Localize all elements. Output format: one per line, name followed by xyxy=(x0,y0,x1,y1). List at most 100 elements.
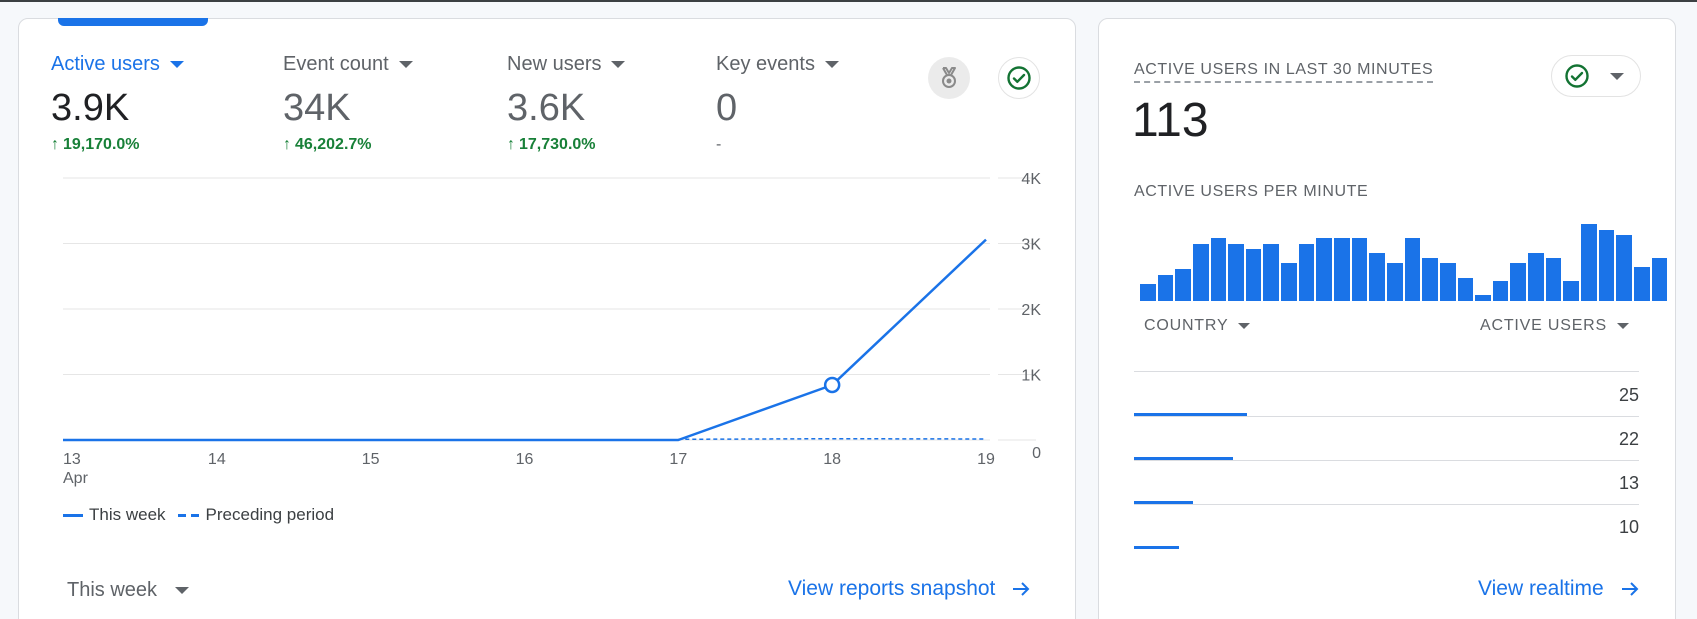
link-label: View realtime xyxy=(1478,577,1604,600)
metric-label[interactable]: New users xyxy=(507,53,626,76)
series-line-this-week xyxy=(63,238,987,442)
users-share-bar xyxy=(1134,546,1180,549)
x-tick-label: 15 xyxy=(362,451,380,468)
table-row[interactable]: 22 xyxy=(1134,417,1639,461)
date-range-select[interactable]: This week xyxy=(67,579,190,602)
active-users-per-minute-chart xyxy=(1140,224,1668,301)
metric-event-count[interactable]: Event count 34K ↑ 46,202.7% xyxy=(283,53,413,154)
metric-label[interactable]: Active users xyxy=(51,53,184,76)
x-tick-sublabel: Apr xyxy=(63,470,89,487)
x-tick-label: 13 xyxy=(63,451,81,468)
caret-down-icon xyxy=(1238,323,1251,329)
minute-bar[interactable] xyxy=(1386,262,1403,301)
minute-bar[interactable] xyxy=(1475,294,1491,301)
header-label: ACTIVE USERS xyxy=(1480,317,1607,334)
minute-bar[interactable] xyxy=(1281,262,1297,301)
active-users-column-header[interactable]: ACTIVE USERS xyxy=(1480,317,1629,335)
minute-bar[interactable] xyxy=(1157,274,1174,301)
highlight-point xyxy=(823,376,841,394)
minute-bar[interactable] xyxy=(1404,237,1421,301)
metric-value: 34K xyxy=(283,87,351,129)
minute-bar[interactable] xyxy=(1633,267,1650,301)
minute-bar[interactable] xyxy=(1492,280,1509,301)
minute-bar[interactable] xyxy=(1545,257,1562,301)
view-reports-snapshot-link[interactable]: View reports snapshot xyxy=(788,577,1031,601)
arrow-right-icon xyxy=(1013,582,1030,596)
minute-bar[interactable] xyxy=(1598,230,1615,301)
minute-bar[interactable] xyxy=(1422,257,1438,301)
minute-bar[interactable] xyxy=(1439,262,1456,301)
table-row[interactable]: 25 xyxy=(1134,373,1639,417)
metric-label[interactable]: Event count xyxy=(283,53,413,76)
table-row[interactable]: 13 xyxy=(1134,461,1639,505)
metric-change: - xyxy=(716,136,839,154)
arrow-up-icon: ↑ xyxy=(507,136,515,153)
minute-bar[interactable] xyxy=(1334,237,1350,301)
minute-bar[interactable] xyxy=(1510,262,1527,301)
insights-button[interactable] xyxy=(928,57,970,99)
country-column-header[interactable]: COUNTRY xyxy=(1144,317,1251,335)
y-tick-label: 2K xyxy=(1021,302,1041,319)
caret-down-icon xyxy=(175,587,190,594)
users-cell: 10 xyxy=(1618,517,1639,537)
metric-label[interactable]: Key events xyxy=(716,53,839,76)
minute-bar[interactable] xyxy=(1228,244,1244,301)
minute-bar[interactable] xyxy=(1175,268,1191,301)
metric-label-text: New users xyxy=(507,53,602,75)
y-tick-label: 3K xyxy=(1021,237,1041,254)
view-realtime-link[interactable]: View realtime xyxy=(1478,577,1640,601)
metric-value: 0 xyxy=(716,87,738,129)
minute-bar[interactable] xyxy=(1298,244,1315,301)
users-share-bar xyxy=(1134,501,1193,504)
minute-bar[interactable] xyxy=(1528,253,1544,301)
minute-bar[interactable] xyxy=(1140,284,1156,301)
minute-bar[interactable] xyxy=(1263,244,1280,301)
table-row[interactable]: 10 xyxy=(1134,505,1639,549)
minute-bar[interactable] xyxy=(1316,237,1333,301)
users-cell: 13 xyxy=(1618,473,1639,493)
users-cell: 25 xyxy=(1618,385,1639,405)
check-circle-icon xyxy=(1565,64,1589,88)
date-range-label: This week xyxy=(67,579,158,601)
legend-label: This week xyxy=(89,505,166,524)
metric-label-text: Event count xyxy=(283,53,389,75)
caret-down-icon xyxy=(1617,323,1629,329)
y-tick-label: 0 xyxy=(1032,445,1041,462)
change-text: 46,202.7% xyxy=(295,136,372,153)
y-tick-label: 1K xyxy=(1021,368,1041,385)
minute-bar[interactable] xyxy=(1369,253,1385,301)
overview-card: Active users 3.9K ↑ 19,170.0% Event count… xyxy=(18,18,1076,619)
header-label: COUNTRY xyxy=(1144,317,1229,334)
metric-label-text: Key events xyxy=(716,53,815,75)
minute-bar[interactable] xyxy=(1457,277,1474,301)
metric-key-events[interactable]: Key events 0 - xyxy=(716,53,839,154)
country-table-header: COUNTRY ACTIVE USERS xyxy=(1134,317,1639,372)
per-minute-title: ACTIVE USERS PER MINUTE xyxy=(1134,183,1369,200)
metric-change: ↑ 17,730.0% xyxy=(507,136,625,154)
minute-bar[interactable] xyxy=(1351,237,1368,301)
x-tick-label: 19 xyxy=(977,451,995,468)
metric-new-users[interactable]: New users 3.6K ↑ 17,730.0% xyxy=(507,53,626,154)
metric-value: 3.6K xyxy=(507,87,586,129)
minute-bar[interactable] xyxy=(1192,244,1209,301)
minute-bar[interactable] xyxy=(1245,248,1262,301)
caret-down-icon xyxy=(824,61,839,68)
caret-down-icon xyxy=(1610,72,1624,80)
metric-active-users[interactable]: Active users 3.9K ↑ 19,170.0% xyxy=(51,53,184,154)
data-quality-button[interactable] xyxy=(998,57,1040,99)
realtime-title[interactable]: ACTIVE USERS IN LAST 30 MINUTES xyxy=(1134,61,1434,83)
realtime-status-dropdown[interactable] xyxy=(1551,55,1641,97)
minute-bar[interactable] xyxy=(1616,234,1632,301)
change-text: - xyxy=(716,136,722,153)
minute-bar[interactable] xyxy=(1210,237,1227,301)
minute-bar[interactable] xyxy=(1651,257,1668,301)
legend-label: Preceding period xyxy=(205,505,335,524)
y-tick-label: 4K xyxy=(1021,171,1041,188)
metric-change: ↑ 19,170.0% xyxy=(51,136,184,154)
series-line-preceding-period xyxy=(678,437,987,441)
minute-bar[interactable] xyxy=(1563,280,1580,301)
x-tick-label: 16 xyxy=(516,451,534,468)
minute-bar[interactable] xyxy=(1581,224,1597,301)
metric-value: 3.9K xyxy=(51,87,130,129)
arrow-up-icon: ↑ xyxy=(51,136,59,153)
